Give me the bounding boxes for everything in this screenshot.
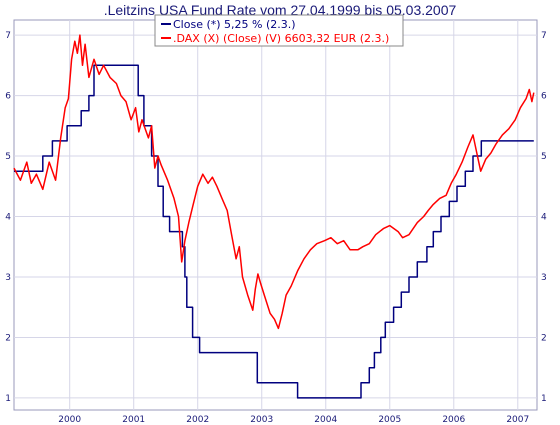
legend: Close (*) 5,25 % (2.3.) .DAX (X) (Close)… [154, 14, 404, 47]
x-tick-label: 2005 [378, 415, 401, 425]
x-tick-label: 2004 [314, 415, 337, 425]
x-tick-label: 2000 [58, 415, 81, 425]
legend-box [154, 14, 404, 47]
series-line-0 [14, 64, 534, 399]
tick-labels: 1 1 2 2 3 3 4 4 5 5 6 6 7 7 2000 2001 2002 2003 2004 2005 20… [5, 31, 547, 425]
series-layer [13, 34, 535, 399]
y-tick-label-left: 2 [5, 333, 11, 343]
y-tick-label-right: 5 [541, 152, 547, 162]
y-tick-label-left: 3 [5, 273, 11, 283]
legend-label-0: Close (*) 5,25 % (2.3.) [173, 18, 296, 31]
y-tick-label-left: 1 [5, 394, 11, 404]
y-tick-label-left: 4 [5, 213, 11, 223]
y-tick-label-right: 6 [541, 92, 547, 102]
y-tick-label-left: 7 [5, 31, 11, 41]
x-tick-label: 2001 [122, 415, 145, 425]
y-tick-label-left: 6 [5, 92, 11, 102]
x-tick-label: 2003 [250, 415, 273, 425]
x-tick-label: 2006 [442, 415, 465, 425]
legend-label-1: .DAX (X) (Close) (V) 6603,32 EUR (2.3.) [173, 32, 389, 45]
y-tick-label-right: 4 [541, 213, 547, 223]
y-tick-label-right: 7 [541, 31, 547, 41]
y-tick-label-left: 5 [5, 152, 11, 162]
x-tick-label: 2007 [506, 415, 529, 425]
y-tick-label-right: 3 [541, 273, 547, 283]
y-tick-label-right: 1 [541, 394, 547, 404]
x-tick-label: 2002 [186, 415, 209, 425]
chart-title: .Leitzins USA Fund Rate vom 27.04.1999 b… [104, 2, 457, 18]
y-tick-label-right: 2 [541, 333, 547, 343]
series-line-1 [13, 34, 535, 330]
